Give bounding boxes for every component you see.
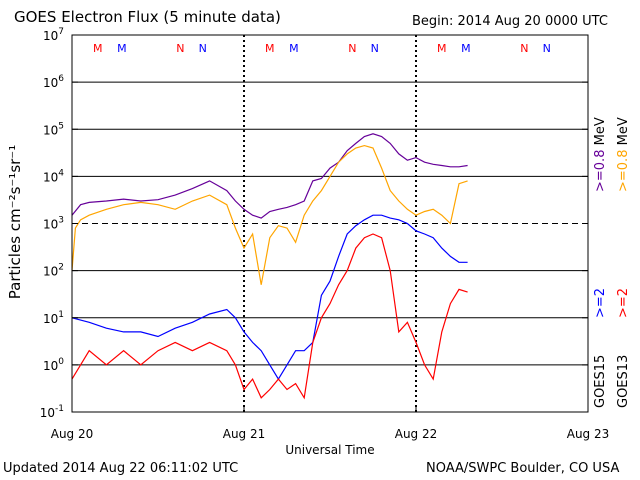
legend-label: >=2: [593, 288, 608, 318]
x-tick-label: Aug 23: [567, 427, 610, 441]
x-tick-label: Aug 22: [395, 427, 438, 441]
orbit-marker: M: [117, 42, 127, 55]
y-tick-layer: 10-1 100 101 102 103 104 105 106 107: [40, 27, 588, 420]
y-tick-label: 104: [43, 168, 64, 184]
y-tick-label: 102: [43, 263, 64, 279]
begin-timestamp: Begin: 2014 Aug 20 0000 UTC: [412, 14, 608, 29]
orbit-marker: N: [543, 42, 551, 55]
series-line: [71, 233, 468, 400]
orbit-marker: N: [176, 42, 184, 55]
y-tick-label: 106: [43, 74, 64, 90]
legend-label: >=0.8 MeV: [616, 117, 631, 192]
series-line: [71, 144, 468, 285]
updated-timestamp: Updated 2014 Aug 22 06:11:02 UTC: [3, 461, 239, 476]
series-line: [71, 214, 468, 381]
orbit-marker: M: [265, 42, 275, 55]
orbit-marker: M: [93, 42, 103, 55]
legend-label: GOES13: [616, 355, 631, 408]
x-tick-label: Aug 20: [51, 427, 94, 441]
grid-layer: [72, 35, 588, 412]
orbit-marker: M: [289, 42, 299, 55]
chart-title: GOES Electron Flux (5 minute data): [14, 8, 281, 26]
y-tick-label: 101: [43, 310, 64, 326]
x-tick-layer: Aug 20 Aug 21 Aug 22 Aug 23: [51, 406, 610, 441]
y-tick-label: 105: [43, 121, 64, 137]
orbit-marker: M: [461, 42, 471, 55]
plot-frame: [71, 34, 589, 413]
series-layer: [71, 133, 468, 400]
legend-layer: GOES15 >=2 >=0.8 MeV GOES13 >=2 >=0.8 MeV: [593, 117, 631, 408]
orbit-marker: M: [437, 42, 447, 55]
y-tick-label: 107: [43, 27, 64, 43]
orbit-marker: N: [371, 42, 379, 55]
y-tick-label: 100: [43, 357, 64, 373]
x-tick-label: Aug 21: [223, 427, 266, 441]
orbit-marker: N: [199, 42, 207, 55]
orbit-marker: N: [520, 42, 528, 55]
y-tick-label: 10-1: [40, 404, 64, 420]
legend-label: >=2: [616, 288, 631, 318]
x-axis-label: Universal Time: [285, 443, 374, 457]
legend-label: GOES15: [593, 355, 608, 408]
legend-label: >=0.8 MeV: [593, 117, 608, 192]
source-credit: NOAA/SWPC Boulder, CO USA: [426, 461, 620, 476]
orbit-marker: N: [348, 42, 356, 55]
y-axis-label: Particles cm⁻²s⁻¹sr⁻¹: [6, 145, 24, 299]
series-line: [71, 133, 468, 219]
y-tick-label: 103: [43, 216, 64, 232]
